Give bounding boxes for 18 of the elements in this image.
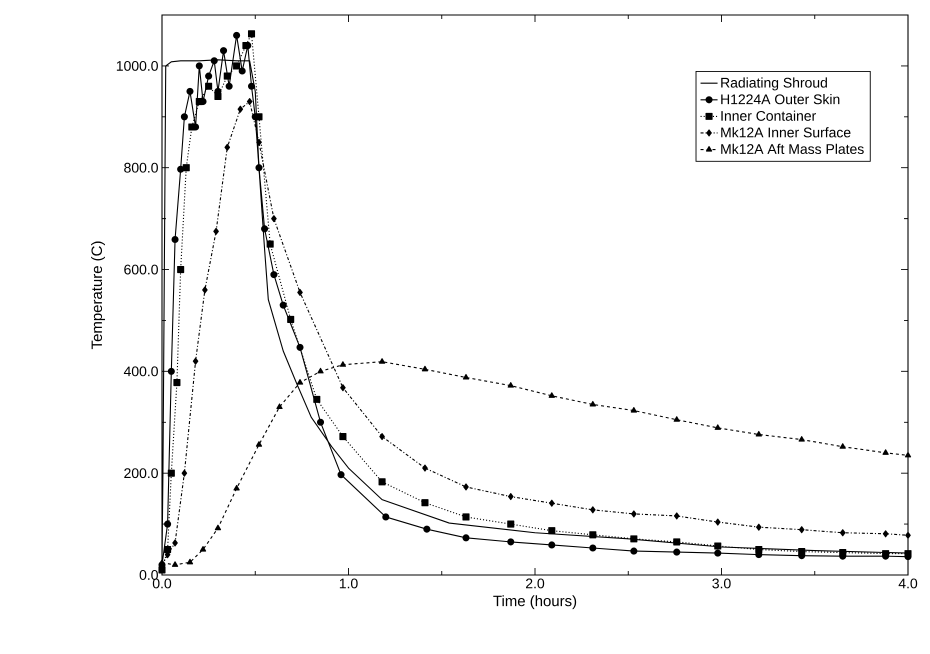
legend-label: Mk12A Aft Mass Plates xyxy=(721,144,864,154)
x-tick-label: 2.0 xyxy=(526,578,544,588)
y-axis-title: Temperature (C) xyxy=(91,242,105,350)
legend-label: Inner Container xyxy=(721,110,816,121)
y-tick-label: 800.0 xyxy=(124,162,158,173)
legend-label: Radiating Shroud xyxy=(721,77,827,90)
x-tick-label: 3.0 xyxy=(712,578,731,588)
y-tick-label: 0.0 xyxy=(140,570,158,580)
legend-label: Mk12A Inner Surface xyxy=(721,127,850,138)
x-tick-label: 4.0 xyxy=(898,578,918,588)
x-tick-label: 0.0 xyxy=(152,578,172,588)
y-tick-label: 600.0 xyxy=(124,264,158,274)
legend-label: H1224A Outer Skin xyxy=(721,94,840,104)
x-tick-label: 1.0 xyxy=(340,578,358,588)
y-tick-label: 400.0 xyxy=(124,366,158,376)
y-tick-label: 200.0 xyxy=(124,468,158,478)
x-axis-title: Time (hours) xyxy=(493,595,576,610)
y-tick-label: 1000.0 xyxy=(116,60,158,71)
